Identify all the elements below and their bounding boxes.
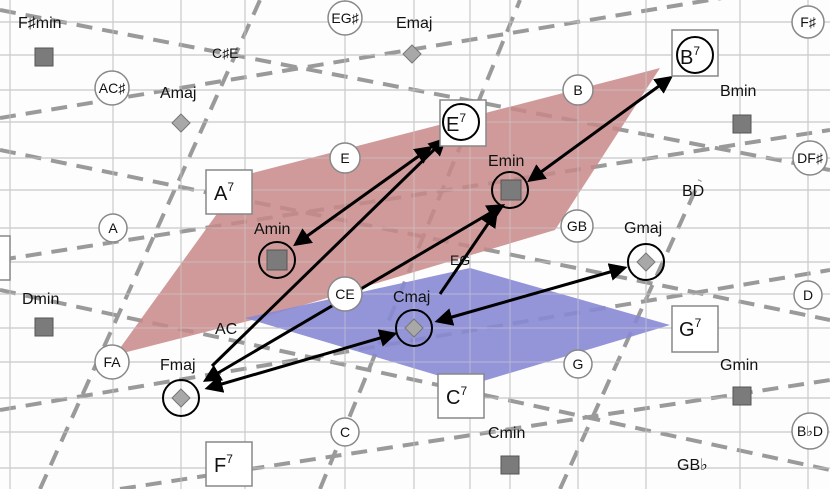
note-bbd: B♭D (797, 423, 823, 439)
ring-e7 (442, 103, 480, 141)
label-e7: E7 (446, 111, 466, 136)
label-fsharp-min: F♯min (18, 15, 62, 32)
diamond-icon (171, 388, 191, 408)
note-ce: CE (335, 286, 354, 302)
label-cmin: Cmin (488, 425, 525, 442)
square-icon (34, 47, 54, 67)
label-amin: Amin (254, 221, 290, 238)
label-g7: G7 (679, 316, 702, 341)
label-f7: F7 (214, 452, 233, 477)
label-eg: EG (450, 252, 470, 268)
note-df-sharp: DF♯ (797, 150, 824, 166)
square-icon (500, 455, 520, 475)
label-emaj: Emaj (396, 15, 432, 32)
minor-squares (34, 47, 752, 475)
diamond-icon (636, 252, 656, 272)
note-circles (94, 0, 829, 450)
note-circle-g (563, 349, 593, 379)
note-circle-ac-sharp (94, 70, 130, 106)
arrows-single (210, 137, 499, 368)
ring-cmaj (395, 309, 433, 347)
note-gb: GB (567, 218, 587, 234)
label-c7: C7 (446, 384, 467, 409)
box-c7 (437, 373, 485, 419)
note-b: B (573, 82, 582, 98)
arrow-fmaj-e7 (210, 137, 447, 368)
label-ac: AC (215, 321, 237, 338)
note-eg-sharp: EG♯ (331, 10, 359, 26)
label-gmaj: Gmaj (624, 220, 662, 237)
note-circle-d (793, 280, 823, 310)
square-icon (34, 317, 54, 337)
note-circle-fa (94, 344, 130, 380)
diamond-icon (402, 44, 422, 64)
note-circle-b (562, 74, 594, 106)
square-icon (266, 249, 288, 271)
label-dmin: Dmin (22, 291, 59, 308)
box-g7 (671, 305, 719, 353)
label-gbflat: GB♭ (677, 457, 708, 474)
note-circle-eg-sharp (327, 0, 363, 36)
label-gmin: Gmin (720, 357, 758, 374)
box-left-edge (0, 235, 11, 281)
label-amaj: Amaj (160, 85, 196, 102)
box-a7 (205, 169, 253, 215)
ring-amin (258, 241, 296, 279)
highlight-rings (162, 36, 714, 417)
note-circle-gb (560, 209, 594, 243)
note-fsharp: F♯ (800, 14, 817, 30)
seventh-boxes (0, 29, 719, 487)
square-icon (732, 114, 752, 134)
ring-gmaj (627, 243, 665, 281)
label-emin: Emin (488, 153, 524, 170)
note-fa: FA (103, 354, 121, 370)
square-icon (500, 179, 522, 201)
labels: F♯min Emaj C♯E Amaj Bmin Emin BD Amin Gm… (18, 10, 824, 477)
note-circle-e (329, 142, 361, 174)
note-circle-a (98, 213, 128, 243)
note-e: E (340, 150, 349, 166)
ring-b7 (676, 36, 714, 74)
note-a: A (108, 220, 118, 236)
label-a7: A7 (214, 180, 234, 205)
note-circle-bbd (791, 412, 829, 450)
note-circle-ce (327, 276, 363, 312)
note-ac-sharp: AC♯ (99, 80, 126, 96)
major-diamonds (171, 44, 656, 408)
note-circle-df-sharp (792, 140, 828, 176)
square-icon (732, 386, 752, 406)
note-g: G (573, 356, 584, 372)
label-b7: B7 (680, 44, 700, 69)
arrow-cmaj-emin (438, 209, 499, 295)
label-cmaj: Cmaj (393, 289, 430, 306)
note-c: C (340, 424, 350, 440)
arrow-cmaj-gmaj (434, 263, 628, 326)
note-d: D (803, 287, 813, 303)
label-fmaj: Fmaj (160, 357, 196, 374)
note-circle-c (330, 417, 360, 447)
label-bmin: Bmin (720, 83, 756, 100)
label-csharp-e: C♯E (212, 45, 238, 61)
label-bd: BD (682, 183, 704, 200)
ring-fmaj (162, 379, 200, 417)
box-f7 (205, 441, 253, 487)
arrow-emin-b7 (527, 75, 673, 183)
note-circle-fsharp (791, 5, 825, 39)
diamond-icon (171, 113, 191, 133)
arrow-fmaj-cmaj (204, 329, 398, 393)
diamond-icon (404, 318, 424, 338)
ring-emin (491, 171, 529, 209)
